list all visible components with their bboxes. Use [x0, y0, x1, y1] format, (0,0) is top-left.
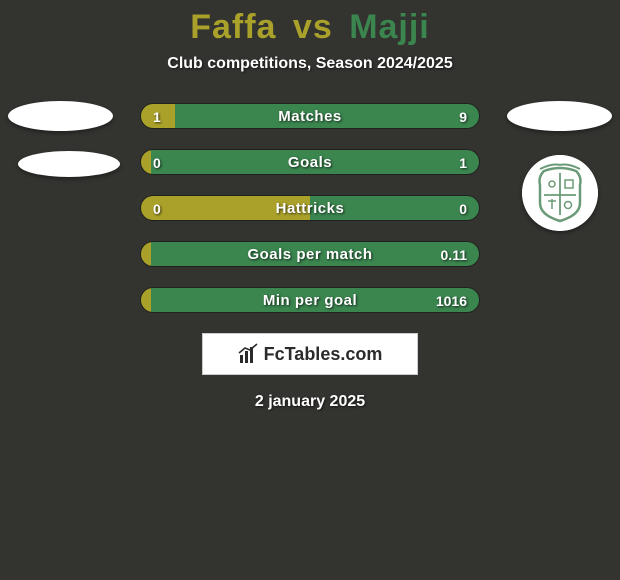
team-right-crest: [522, 155, 598, 231]
stat-left-value: 0: [153, 196, 161, 221]
stat-left-value: 0: [153, 150, 161, 175]
stat-label: Matches: [141, 104, 479, 129]
stat-left-value: 1: [153, 104, 161, 129]
bars-chart-icon: [238, 343, 260, 365]
team-left-badge-placeholder: [8, 101, 113, 131]
stat-bars: Matches19Goals01Hattricks00Goals per mat…: [140, 103, 480, 313]
page-title: Faffa vs Majji: [0, 0, 620, 47]
stat-right-value: 0.11: [441, 242, 467, 267]
stat-right-value: 1: [459, 150, 467, 175]
stat-row: Goals per match0.11: [140, 241, 480, 267]
stat-label: Min per goal: [141, 288, 479, 313]
player2-name: Majji: [349, 8, 430, 46]
stat-row: Min per goal1016: [140, 287, 480, 313]
stat-row: Goals0 1: [140, 149, 480, 175]
team-left-badge-placeholder-2: [18, 151, 120, 177]
vs-text: vs: [293, 8, 333, 46]
team-right-badge-placeholder: [507, 101, 612, 131]
crest-icon: [522, 155, 598, 231]
stat-label: Hattricks: [141, 196, 479, 221]
brand-box[interactable]: FcTables.com: [202, 333, 418, 375]
stat-label: Goals: [141, 150, 479, 175]
stat-row: Matches1 9: [140, 103, 480, 129]
subtitle: Club competitions, Season 2024/2025: [0, 55, 620, 73]
player1-name: Faffa: [190, 8, 276, 46]
brand-text: FcTables.com: [264, 344, 383, 365]
stat-right-value: 0: [459, 196, 467, 221]
stat-label: Goals per match: [141, 242, 479, 267]
stats-area: Matches19Goals01Hattricks00Goals per mat…: [0, 103, 620, 313]
date-line: 2 january 2025: [0, 393, 620, 411]
stat-right-value: 9: [459, 104, 467, 129]
stat-row: Hattricks0 0: [140, 195, 480, 221]
stat-right-value: 1016: [436, 288, 467, 313]
